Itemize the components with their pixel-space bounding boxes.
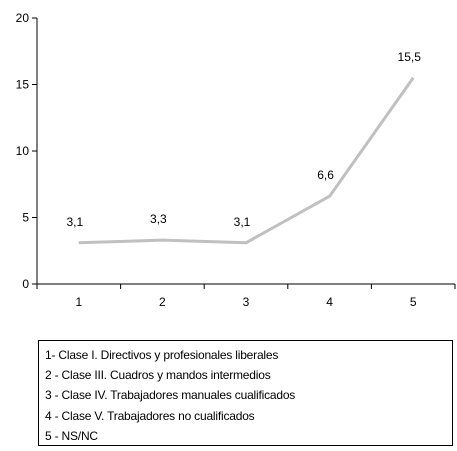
- data-labels: 3,1 3,3 3,1 6,6 15,5: [66, 50, 421, 229]
- legend-entry-4: 4 - Clase V. Trabajadores no cualificado…: [45, 408, 255, 423]
- legend-entry-2: 2 - Clase III. Cuadros y mandos intermed…: [45, 368, 271, 383]
- x-tick-label: 5: [410, 295, 417, 309]
- y-tick-label: 15: [16, 78, 30, 92]
- data-label: 15,5: [398, 50, 422, 64]
- x-ticks: 1 2 3 4 5: [36, 284, 456, 309]
- data-label: 6,6: [317, 168, 334, 182]
- legend: 1- Clase I. Directivos y profesionales l…: [38, 340, 453, 446]
- series-line: [78, 76, 415, 245]
- x-tick-label: 2: [159, 295, 166, 309]
- y-tick-label: 0: [22, 277, 29, 291]
- line-chart: 0 5 10 15 20 1 2 3 4 5 3,1 3,3 3,1 6,6 15,5: [16, 11, 456, 309]
- x-tick-label: 3: [243, 295, 250, 309]
- x-tick-label: 4: [326, 295, 333, 309]
- legend-entry-3: 3 - Clase IV. Trabajadores manuales cual…: [45, 388, 296, 403]
- data-label: 3,3: [150, 212, 167, 226]
- legend-entry-1: 1- Clase I. Directivos y profesionales l…: [45, 348, 279, 362]
- legend-entry-5: 5 - NS/NC: [45, 428, 98, 443]
- y-tick-label: 20: [16, 11, 30, 25]
- x-tick-label: 1: [75, 295, 82, 309]
- data-label: 3,1: [66, 215, 83, 229]
- data-label: 3,1: [234, 215, 251, 229]
- y-ticks: 0 5 10 15 20: [16, 11, 37, 291]
- y-tick-label: 5: [22, 211, 29, 225]
- y-tick-label: 10: [16, 144, 30, 158]
